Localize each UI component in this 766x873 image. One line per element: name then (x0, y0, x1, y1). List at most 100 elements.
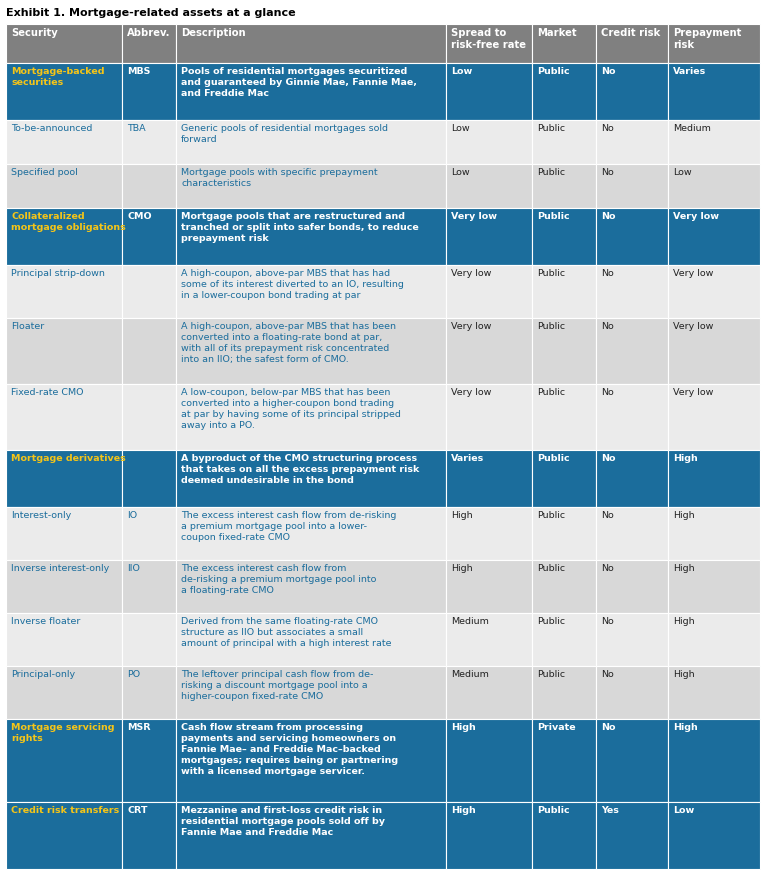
Text: Low: Low (451, 67, 473, 76)
Bar (122, 613, 176, 666)
Bar (6, 208, 122, 265)
Text: Inverse interest-only: Inverse interest-only (11, 564, 110, 573)
Bar (446, 802, 532, 869)
Bar (122, 63, 176, 120)
Bar (668, 802, 760, 869)
Bar (176, 613, 446, 666)
Bar (6, 560, 122, 613)
Bar (596, 450, 668, 507)
Text: Credit risk: Credit risk (601, 28, 660, 38)
Text: High: High (451, 806, 476, 815)
Bar (596, 802, 668, 869)
Text: Public: Public (537, 388, 565, 397)
Bar (122, 384, 176, 450)
Text: Public: Public (537, 617, 565, 626)
Bar (176, 384, 446, 450)
Bar (6, 265, 122, 318)
Text: Abbrev.: Abbrev. (127, 28, 171, 38)
Text: No: No (601, 168, 614, 177)
Bar (176, 666, 446, 719)
Text: High: High (673, 564, 695, 573)
Bar (122, 507, 176, 560)
Bar (446, 666, 532, 719)
Bar (446, 24, 532, 63)
Bar (446, 265, 532, 318)
Text: MBS: MBS (127, 67, 150, 76)
Text: High: High (451, 511, 473, 520)
Text: No: No (601, 670, 614, 679)
Text: Private: Private (537, 723, 575, 732)
Bar (532, 24, 596, 63)
Bar (176, 164, 446, 208)
Bar (446, 384, 532, 450)
Text: CMO: CMO (127, 212, 152, 221)
Text: No: No (601, 124, 614, 133)
Bar (446, 164, 532, 208)
Bar (6, 666, 122, 719)
Bar (532, 63, 596, 120)
Bar (668, 63, 760, 120)
Text: The leftover principal cash flow from de-
risking a discount mortgage pool into : The leftover principal cash flow from de… (181, 670, 373, 701)
Bar (596, 560, 668, 613)
Bar (668, 384, 760, 450)
Bar (122, 666, 176, 719)
Text: Very low: Very low (673, 388, 713, 397)
Bar (176, 802, 446, 869)
Bar (176, 208, 446, 265)
Text: No: No (601, 723, 616, 732)
Bar (122, 24, 176, 63)
Text: Floater: Floater (11, 322, 44, 331)
Text: A byproduct of the CMO structuring process
that takes on all the excess prepayme: A byproduct of the CMO structuring proce… (181, 454, 419, 485)
Text: Yes: Yes (601, 806, 619, 815)
Text: Public: Public (537, 564, 565, 573)
Text: The excess interest cash flow from
de-risking a premium mortgage pool into
a flo: The excess interest cash flow from de-ri… (181, 564, 376, 595)
Text: Mortgage derivatives: Mortgage derivatives (11, 454, 126, 463)
Text: Public: Public (537, 806, 570, 815)
Text: High: High (451, 723, 476, 732)
Text: Generic pools of residential mortgages sold
forward: Generic pools of residential mortgages s… (181, 124, 388, 144)
Bar (446, 63, 532, 120)
Text: High: High (673, 617, 695, 626)
Text: Principal strip-down: Principal strip-down (11, 269, 105, 278)
Bar (532, 613, 596, 666)
Bar (596, 719, 668, 802)
Bar (176, 24, 446, 63)
Text: Varies: Varies (673, 67, 706, 76)
Bar (532, 265, 596, 318)
Bar (668, 666, 760, 719)
Text: Low: Low (451, 124, 470, 133)
Text: TBA: TBA (127, 124, 146, 133)
Text: Mortgage servicing
rights: Mortgage servicing rights (11, 723, 114, 743)
Text: Low: Low (673, 806, 694, 815)
Text: Interest-only: Interest-only (11, 511, 71, 520)
Bar (668, 613, 760, 666)
Bar (122, 318, 176, 384)
Bar (596, 507, 668, 560)
Bar (596, 63, 668, 120)
Bar (446, 613, 532, 666)
Text: Public: Public (537, 124, 565, 133)
Text: No: No (601, 212, 616, 221)
Bar (596, 384, 668, 450)
Bar (668, 450, 760, 507)
Bar (596, 24, 668, 63)
Text: No: No (601, 511, 614, 520)
Bar (176, 560, 446, 613)
Text: No: No (601, 564, 614, 573)
Bar (596, 318, 668, 384)
Text: Public: Public (537, 212, 570, 221)
Bar (668, 507, 760, 560)
Text: Prepayment
risk: Prepayment risk (673, 28, 741, 51)
Bar (6, 24, 122, 63)
Bar (122, 265, 176, 318)
Text: Very low: Very low (451, 269, 491, 278)
Text: Mortgage-backed
securities: Mortgage-backed securities (11, 67, 104, 87)
Text: IIO: IIO (127, 564, 140, 573)
Bar (6, 63, 122, 120)
Text: Low: Low (451, 168, 470, 177)
Bar (122, 450, 176, 507)
Bar (668, 24, 760, 63)
Bar (176, 318, 446, 384)
Text: Collateralized
mortgage obligations: Collateralized mortgage obligations (11, 212, 126, 232)
Bar (6, 120, 122, 164)
